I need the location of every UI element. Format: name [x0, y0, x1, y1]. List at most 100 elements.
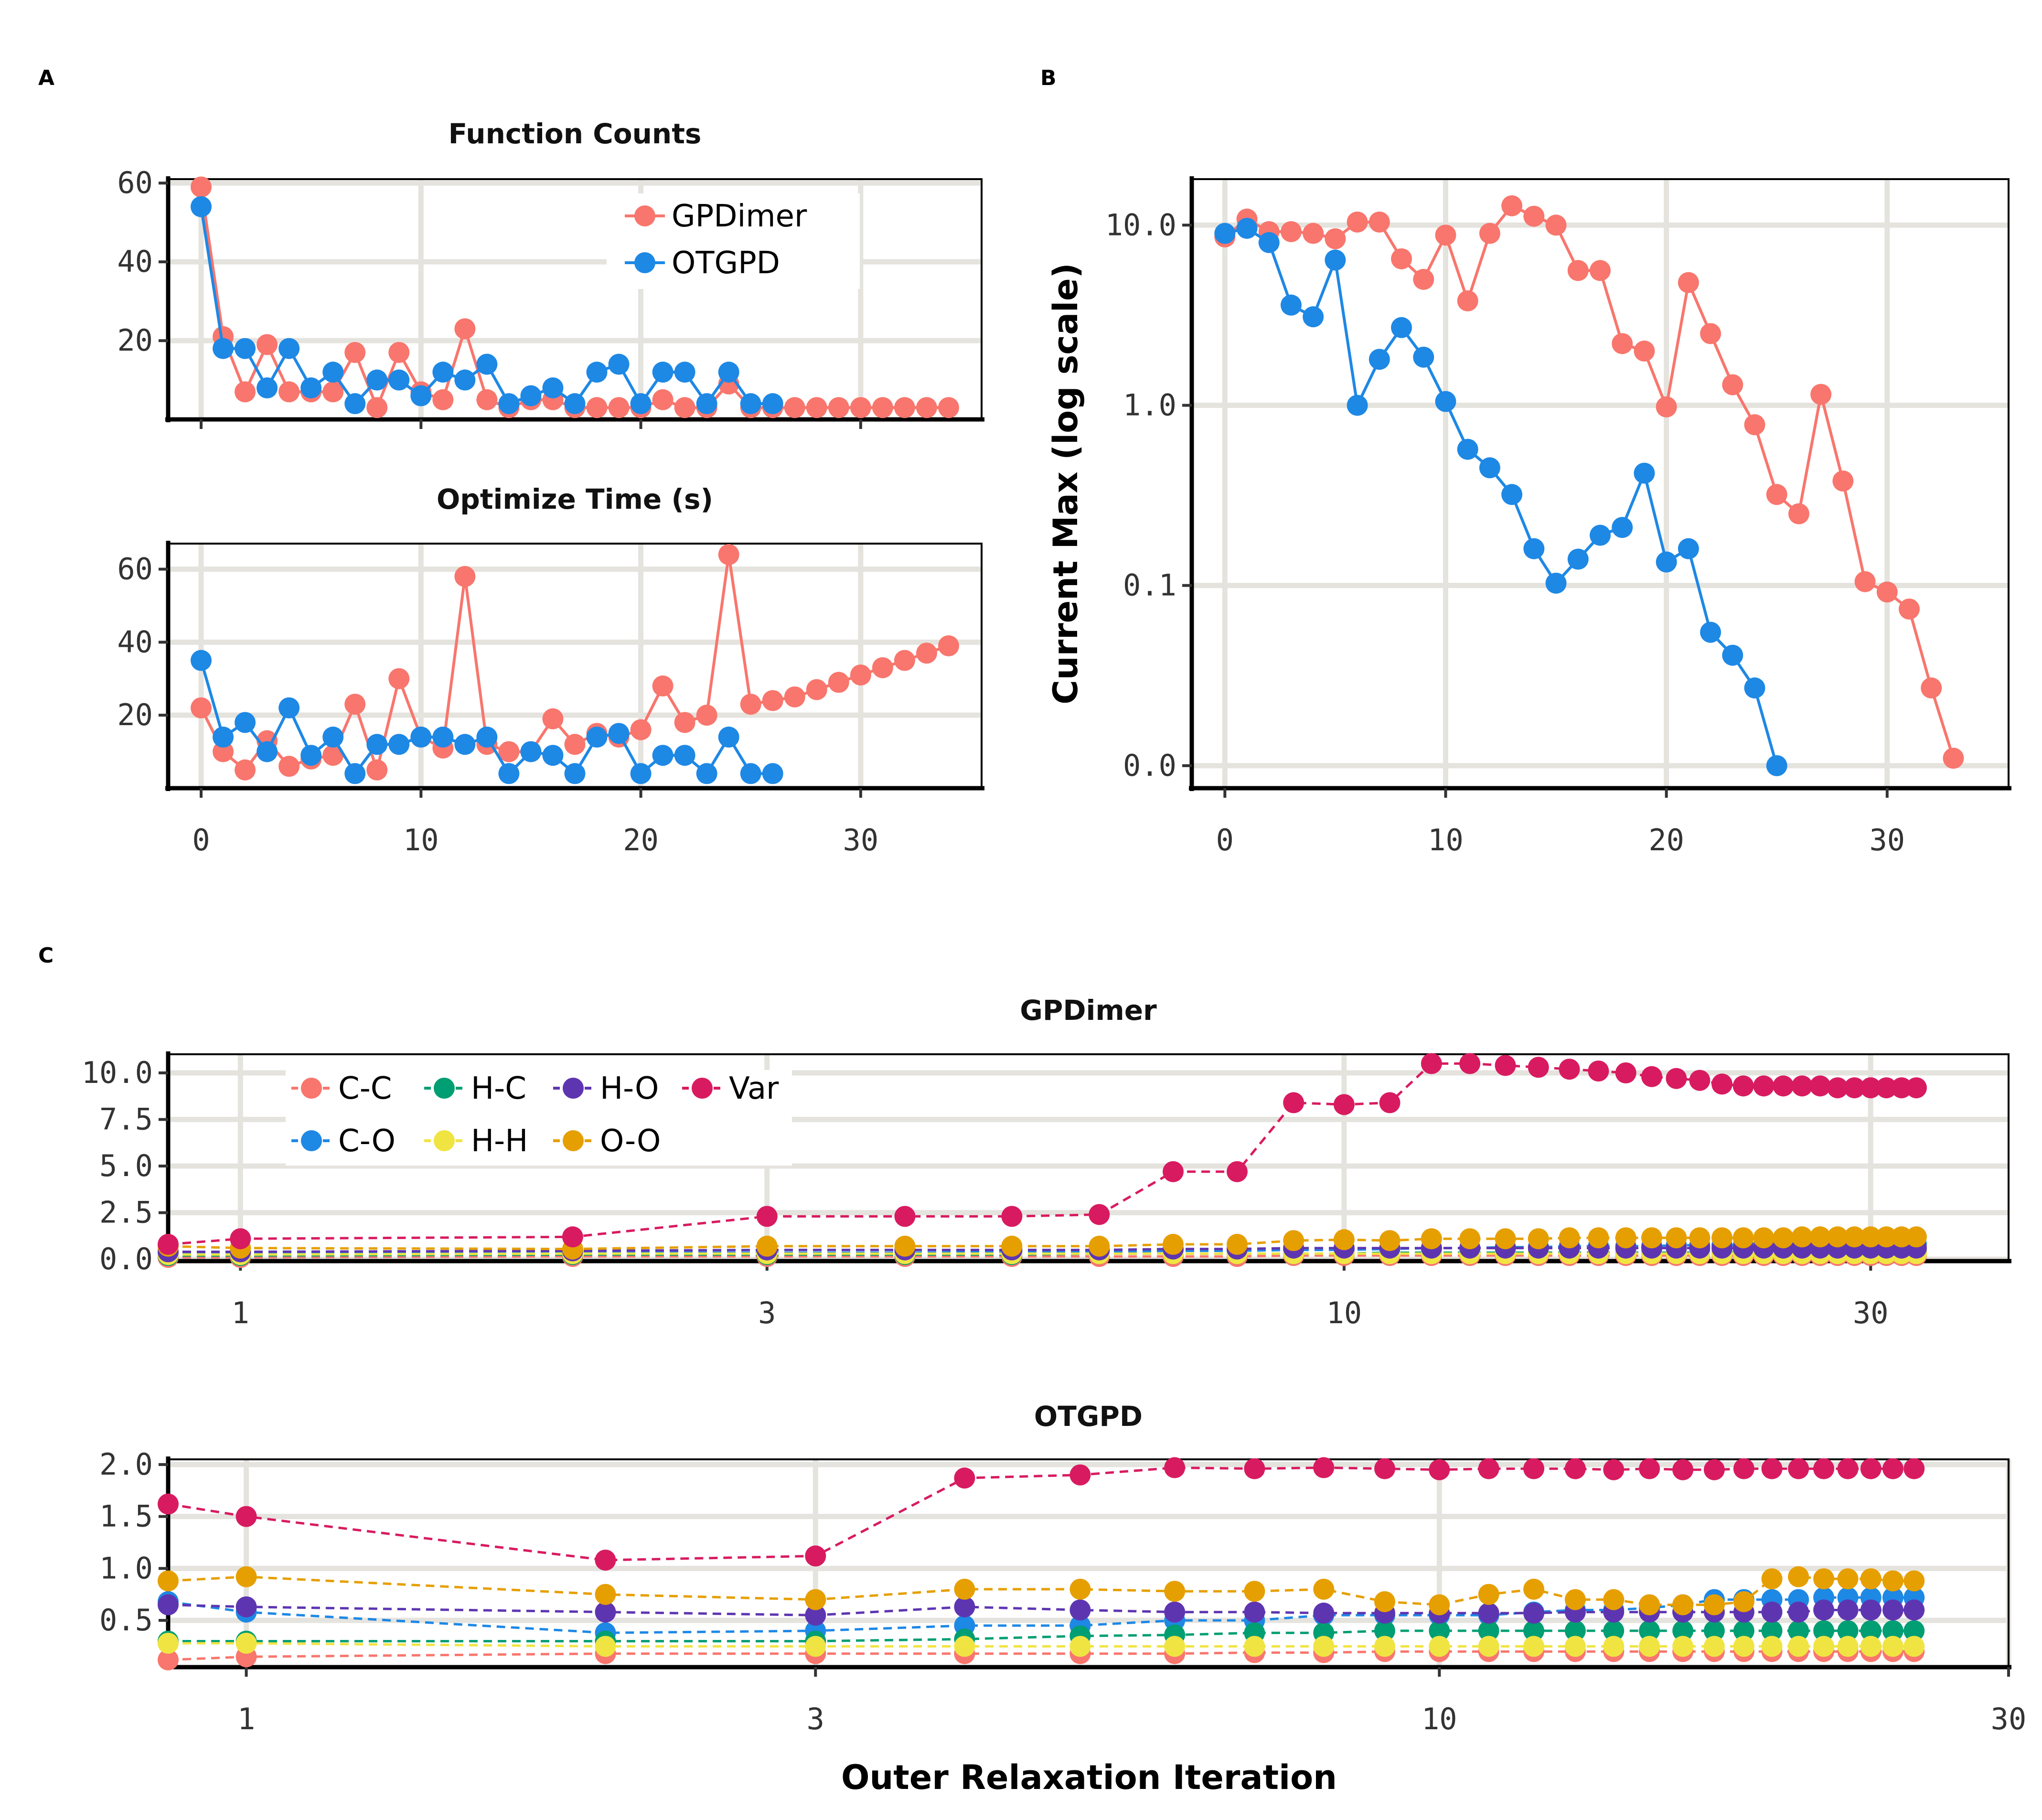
data-point — [595, 1601, 616, 1623]
data-point — [850, 397, 871, 418]
y-tick-label: 0.5 — [99, 1603, 153, 1638]
data-point — [230, 1228, 251, 1250]
y-tick-label: 1.0 — [1123, 387, 1176, 422]
data-point — [498, 393, 520, 415]
x-tick-label: 20 — [623, 823, 659, 857]
data-point — [1391, 248, 1412, 269]
data-point — [718, 727, 739, 748]
data-point — [1639, 1458, 1660, 1479]
data-point — [1703, 1636, 1725, 1657]
data-point — [1791, 1075, 1813, 1097]
data-point — [564, 763, 586, 784]
data-point — [1700, 621, 1721, 643]
panel-letter-a: A — [38, 66, 54, 90]
data-point — [1564, 1636, 1586, 1657]
data-point — [1347, 395, 1368, 416]
data-point — [1733, 1620, 1754, 1641]
legend-item: H-C — [424, 1071, 526, 1106]
data-point — [696, 705, 717, 726]
data-point — [1903, 1636, 1925, 1657]
data-point — [344, 393, 366, 415]
data-point — [542, 745, 564, 766]
series-var — [158, 1053, 1927, 1255]
y-tick-label: 60 — [117, 551, 153, 586]
optimize-time-plot: 20 40 60 0 10 20 30 Optimize Time (s) — [117, 483, 984, 857]
data-point — [1766, 755, 1787, 776]
data-point — [1089, 1235, 1110, 1257]
data-point — [432, 362, 454, 383]
data-point — [784, 686, 805, 707]
data-point — [1788, 1620, 1809, 1641]
y-tick-label: 2.5 — [99, 1195, 153, 1230]
data-point — [1258, 232, 1280, 253]
x-tick-label: 10 — [1422, 1702, 1457, 1736]
data-point — [1813, 1599, 1835, 1621]
data-point — [1837, 1568, 1859, 1590]
legend-label: Var — [729, 1071, 779, 1106]
data-point — [344, 694, 366, 715]
data-point — [718, 362, 739, 383]
data-point — [1588, 1060, 1609, 1082]
data-point — [1844, 1077, 1865, 1099]
data-point — [410, 385, 432, 407]
data-point — [1001, 1235, 1023, 1257]
data-point — [1588, 1227, 1609, 1249]
data-point — [1236, 217, 1258, 239]
data-point — [257, 377, 278, 399]
series-var — [158, 1457, 1925, 1571]
data-point — [1089, 1204, 1110, 1225]
data-point — [696, 763, 717, 784]
data-point — [850, 664, 871, 686]
data-point — [158, 1493, 179, 1515]
data-point — [158, 1233, 179, 1255]
data-point — [1903, 1599, 1925, 1621]
data-point — [1860, 1599, 1882, 1621]
series-line — [1224, 204, 1955, 759]
data-point — [410, 727, 432, 748]
data-point — [1374, 1458, 1396, 1479]
data-point — [1773, 1075, 1794, 1097]
data-point — [1860, 1620, 1882, 1641]
data-point — [1837, 1620, 1859, 1641]
x-axis-label: Outer Relaxation Iteration — [841, 1758, 1337, 1797]
data-point — [586, 727, 608, 748]
data-point — [1164, 1601, 1186, 1623]
data-point — [278, 697, 300, 718]
data-point — [1421, 1228, 1442, 1250]
data-point — [1703, 1459, 1725, 1480]
data-point — [1559, 1227, 1580, 1249]
legend-label: OTGPD — [672, 246, 780, 281]
data-point — [674, 397, 695, 418]
data-point — [1615, 1062, 1636, 1084]
data-point — [1413, 346, 1434, 368]
data-point — [213, 741, 234, 762]
data-point — [520, 385, 542, 407]
data-point — [1832, 470, 1854, 492]
data-point — [1837, 1599, 1859, 1621]
data-point — [1435, 225, 1456, 246]
data-point — [322, 745, 344, 766]
y-tick-label: 20 — [117, 697, 153, 732]
data-point — [954, 1578, 975, 1600]
gridlines — [1192, 179, 2009, 788]
data-point — [158, 1632, 179, 1654]
data-point — [235, 1566, 257, 1587]
data-point — [1523, 538, 1545, 559]
data-point — [1590, 260, 1611, 281]
data-point — [366, 397, 388, 418]
data-point — [1809, 1075, 1831, 1097]
x-tick-label: 10 — [1326, 1295, 1362, 1330]
data-point — [1905, 1077, 1927, 1099]
data-point — [1722, 644, 1743, 666]
data-point — [235, 1596, 257, 1617]
data-point — [158, 1649, 179, 1670]
data-point — [674, 712, 695, 733]
data-point — [1882, 1636, 1903, 1657]
data-point — [1891, 1226, 1913, 1248]
data-point — [1523, 1458, 1545, 1479]
data-point — [1813, 1636, 1835, 1657]
data-point — [1374, 1620, 1396, 1641]
data-point — [652, 389, 674, 410]
data-point — [1374, 1636, 1396, 1657]
legend-key-point — [692, 1078, 713, 1099]
